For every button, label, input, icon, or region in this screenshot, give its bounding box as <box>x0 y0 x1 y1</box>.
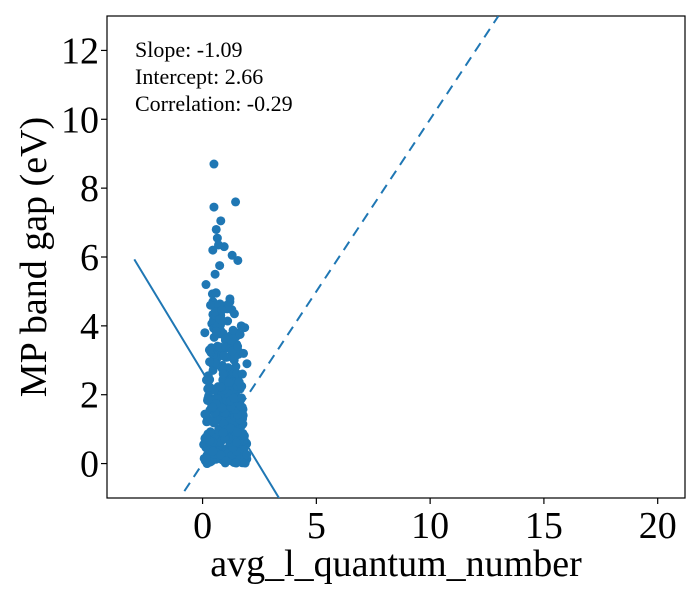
annotation-text: Slope: -1.09 <box>135 37 243 62</box>
x-tick-label: 20 <box>639 505 677 547</box>
data-point <box>210 269 220 279</box>
data-point <box>208 402 218 412</box>
data-point <box>216 216 226 226</box>
data-point <box>201 454 211 464</box>
data-point <box>227 250 237 260</box>
data-point <box>242 450 252 460</box>
data-point <box>208 446 218 456</box>
data-point <box>224 377 234 387</box>
x-tick-label: 5 <box>307 505 326 547</box>
data-point <box>214 240 224 250</box>
data-point <box>225 297 235 307</box>
y-tick-label: 0 <box>80 444 99 486</box>
data-point <box>208 245 218 255</box>
data-point <box>236 401 246 411</box>
data-point <box>209 202 219 212</box>
data-point <box>235 329 245 339</box>
data-point <box>211 288 221 298</box>
y-tick-label: 2 <box>80 375 99 417</box>
data-point <box>201 432 211 442</box>
data-point <box>234 377 244 387</box>
data-point <box>212 233 222 243</box>
data-point <box>206 300 216 310</box>
data-point <box>233 255 243 265</box>
data-point <box>200 328 210 338</box>
data-point <box>229 393 239 403</box>
data-point <box>228 325 238 335</box>
annotation-text: Correlation: -0.29 <box>135 91 293 116</box>
y-tick-label: 10 <box>61 99 99 141</box>
data-point <box>237 369 247 379</box>
data-point <box>204 345 214 355</box>
data-point <box>232 427 242 437</box>
data-point <box>200 409 210 419</box>
data-point <box>233 341 243 351</box>
data-point <box>229 309 239 319</box>
annotation-text: Intercept: 2.66 <box>135 64 263 89</box>
data-point <box>231 458 241 468</box>
data-point <box>217 305 227 315</box>
data-point <box>218 428 228 438</box>
data-point <box>221 456 231 466</box>
data-point <box>219 351 229 361</box>
data-point <box>231 197 241 207</box>
data-point <box>210 307 220 317</box>
data-point <box>221 334 231 344</box>
data-point <box>211 326 221 336</box>
data-point <box>211 224 221 234</box>
y-tick-label: 8 <box>80 168 99 210</box>
data-point <box>239 348 249 358</box>
x-tick-label: 0 <box>193 505 212 547</box>
y-tick-label: 4 <box>80 306 99 348</box>
x-tick-label: 15 <box>525 505 563 547</box>
data-point <box>208 416 218 426</box>
data-point <box>225 423 235 433</box>
data-point <box>215 314 225 324</box>
y-axis-label: MP band gap (eV) <box>13 117 55 397</box>
data-point <box>201 280 211 290</box>
data-point <box>216 450 226 460</box>
data-point <box>209 159 219 169</box>
data-point <box>237 393 247 403</box>
data-point <box>242 359 252 369</box>
data-point <box>203 384 213 394</box>
x-axis-label: avg_l_quantum_number <box>210 543 582 585</box>
data-point <box>240 458 250 468</box>
data-point <box>203 371 213 381</box>
data-point <box>239 431 249 441</box>
x-tick-label: 10 <box>411 505 449 547</box>
data-point <box>232 438 242 448</box>
data-point <box>216 382 226 392</box>
y-tick-label: 12 <box>61 30 99 72</box>
data-point <box>215 261 225 271</box>
data-point <box>218 369 228 379</box>
data-point <box>240 323 250 333</box>
data-point <box>231 362 241 372</box>
y-tick-label: 6 <box>80 237 99 279</box>
data-point <box>205 357 215 367</box>
